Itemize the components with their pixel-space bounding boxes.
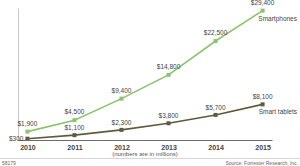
series-label: Smart tablets xyxy=(259,108,298,115)
plot-area xyxy=(25,9,264,140)
data-label: $1,100 xyxy=(64,124,84,131)
series-label: Smartphones xyxy=(258,15,297,23)
series-line xyxy=(27,104,262,138)
data-label: $2,300 xyxy=(112,119,132,126)
data-label: $9,400 xyxy=(112,87,132,94)
x-tick-label: 2011 xyxy=(67,144,82,151)
data-label: $5,700 xyxy=(206,104,226,111)
series-marker xyxy=(72,133,76,137)
series-marker xyxy=(167,121,171,125)
x-tick-label: 2015 xyxy=(255,144,271,151)
data-label: $22,500 xyxy=(204,29,228,36)
footer-source: Source: Forrester Research, Inc. xyxy=(225,160,298,166)
x-axis: 2010 2011 2012 2013 2014 2015 xyxy=(19,140,273,151)
x-tick: 2015 xyxy=(255,140,271,151)
x-tick: 2013 xyxy=(161,140,177,151)
labels: $1,900 $4,500 $9,400 $14,800 $22,500 $29,400 S… xyxy=(9,0,298,142)
x-tick: 2011 xyxy=(67,140,82,151)
series-marker xyxy=(261,102,265,106)
series-marker xyxy=(119,97,123,101)
series-marker xyxy=(119,128,123,132)
chart: 2010 2011 2012 2013 2014 2015 $1,900 $4,500 $9,4… xyxy=(0,0,300,166)
series-marker xyxy=(25,137,29,140)
series-line xyxy=(27,11,262,132)
series-marker xyxy=(25,130,29,134)
data-label: $4,500 xyxy=(64,108,84,115)
x-tick-label: 2014 xyxy=(208,144,224,151)
footer-id: 58179 xyxy=(2,160,16,166)
x-tick: 2014 xyxy=(208,140,224,151)
data-label: $3,800 xyxy=(159,112,179,119)
series-marker xyxy=(167,73,171,77)
x-tick-label: 2013 xyxy=(161,144,177,151)
data-label: $1,900 xyxy=(17,120,37,127)
x-axis-line xyxy=(19,140,273,141)
series-marker xyxy=(214,113,218,117)
series-marker xyxy=(261,9,265,13)
annotation: (numbers are in millions) xyxy=(112,151,178,157)
series-marker xyxy=(72,118,76,122)
x-tick-label: 2012 xyxy=(114,144,130,151)
data-label: $300 xyxy=(9,135,24,142)
x-tick: 2012 xyxy=(114,140,130,151)
data-label: $14,800 xyxy=(157,63,181,70)
data-label: $29,400 xyxy=(251,0,275,6)
data-label: $8,100 xyxy=(253,93,273,100)
x-tick-label: 2010 xyxy=(20,144,36,151)
series-marker xyxy=(214,39,218,43)
